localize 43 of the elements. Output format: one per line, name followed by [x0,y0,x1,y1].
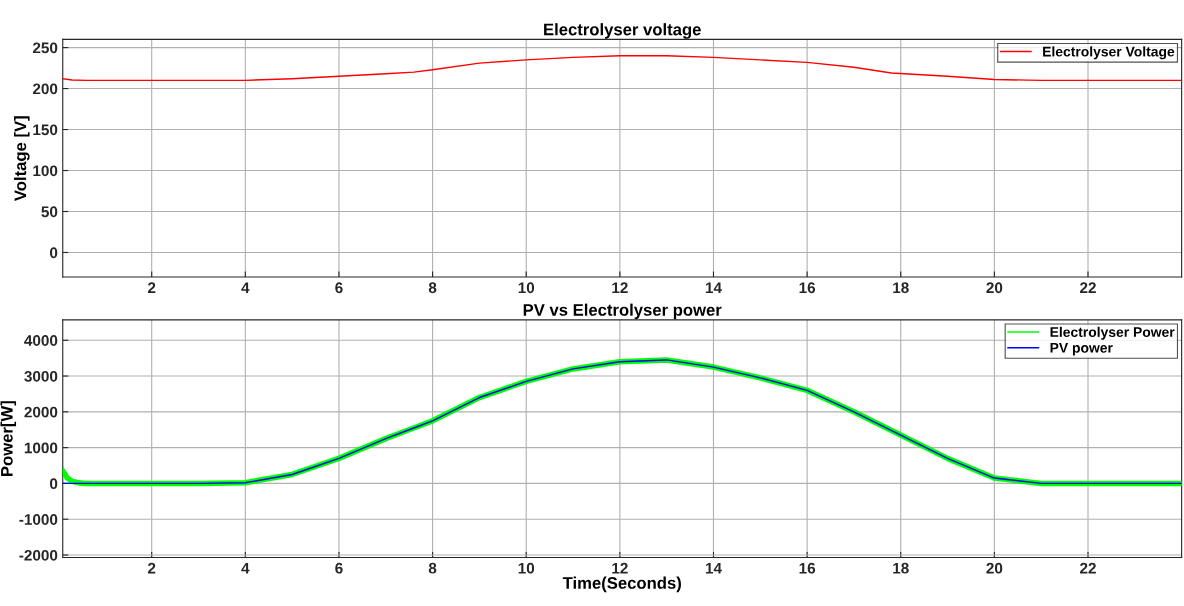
y-tick-label: 250 [32,42,58,54]
y-tick-label: 3000 [24,370,58,382]
x-tick-label: 22 [1080,562,1096,574]
y-axis-title: Voltage [V] [14,116,30,202]
y-tick-label: 0 [50,247,58,259]
x-tick-label: 6 [335,282,343,294]
y-tick-label: 2000 [24,406,58,418]
y-tick-label: -1000 [19,514,58,525]
x-tick-label: 14 [705,282,722,293]
x-tick-label: 22 [1080,282,1096,293]
x-tick-label: 16 [799,562,816,574]
y-tick-label: -2000 [19,549,58,561]
x-tick-label: 18 [893,562,909,574]
x-tick-label: 2 [147,562,156,574]
x-tick-label: 8 [428,282,437,294]
legend-label: PV power [1050,343,1113,356]
y-tick-label: 50 [41,206,58,218]
x-tick-label: 10 [518,562,535,574]
x-axis-title: Time(Seconds) [562,576,681,593]
x-tick-label: 14 [705,562,722,574]
x-tick-label: 16 [799,282,816,294]
x-tick-label: 4 [241,282,250,293]
x-tick-label: 20 [986,282,1003,294]
x-tick-label: 18 [893,282,909,294]
x-tick-label: 12 [612,282,628,293]
y-tick-label: 200 [32,83,58,95]
x-tick-label: 20 [986,562,1003,574]
chart-title: Electrolyser voltage [544,23,701,39]
x-tick-label: 4 [241,562,250,574]
x-tick-label: 2 [147,282,156,293]
x-tick-label: 12 [612,562,628,574]
chart-title: PV vs Electrolyser power [523,303,722,320]
x-tick-label: 10 [518,282,535,294]
legend-label: Electrolyser Power [1050,326,1175,340]
y-tick-label: 0 [50,478,58,490]
legend-label: Electrolyser Voltage [1043,46,1175,60]
y-tick-label: 100 [33,165,58,177]
y-tick-label: 150 [33,124,58,136]
y-tick-label: 1000 [24,442,58,454]
y-axis-title: Power[W] [0,401,17,476]
x-tick-label: 8 [428,562,437,574]
y-tick-label: 4000 [24,335,58,346]
x-tick-label: 6 [335,562,343,574]
